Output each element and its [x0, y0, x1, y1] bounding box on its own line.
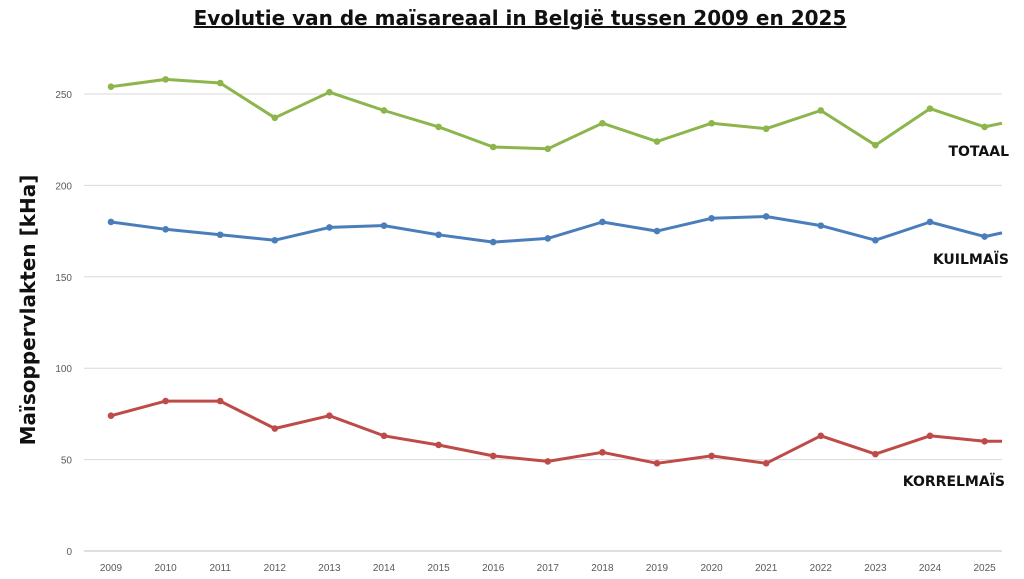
x-tick-2020: 2020 — [700, 563, 723, 574]
x-tick-2014: 2014 — [373, 563, 396, 574]
x-tick-labels: 2009 2010 2011 2012 2013 2014 2015 2016 2017 2018… — [100, 563, 996, 574]
data-point-1-2024 — [926, 218, 934, 226]
data-point-2-2009 — [107, 412, 115, 420]
data-point-2-2015 — [435, 441, 442, 449]
x-tick-2023: 2023 — [864, 563, 887, 574]
data-point-1-2025 — [981, 233, 988, 240]
data-point-0-2024 — [926, 105, 934, 112]
data-point-1-2023 — [872, 236, 879, 244]
data-point-0-2013 — [326, 88, 333, 96]
data-point-1-2010 — [162, 225, 169, 233]
y-tick-100: 100 — [55, 364, 72, 375]
data-point-2-2022 — [817, 432, 825, 440]
x-tick-2009: 2009 — [100, 563, 123, 574]
series-1 — [107, 213, 1003, 246]
x-tick-2017: 2017 — [537, 563, 560, 574]
x-tick-2016: 2016 — [482, 563, 505, 574]
series-lines — [107, 76, 1003, 467]
data-point-0-2017 — [544, 145, 552, 153]
series-2 — [107, 397, 1002, 467]
data-point-1-2022 — [817, 222, 825, 229]
y-tick-50: 50 — [61, 456, 73, 467]
series-0 — [107, 76, 1003, 153]
x-tick-2024: 2024 — [919, 563, 942, 574]
data-point-2-2024 — [926, 432, 934, 440]
data-point-0-2010 — [162, 76, 169, 83]
x-tick-2022: 2022 — [810, 563, 833, 574]
data-point-1-2012 — [271, 236, 279, 244]
data-point-0-2022 — [817, 107, 825, 114]
x-tick-2012: 2012 — [264, 563, 287, 574]
x-tick-2015: 2015 — [427, 563, 450, 574]
data-point-2-2013 — [326, 412, 333, 420]
data-point-1-2017 — [544, 235, 552, 242]
data-point-0-2009 — [107, 83, 115, 90]
y-tick-0: 0 — [66, 547, 72, 558]
data-point-1-2011 — [216, 231, 224, 239]
data-point-0-2018 — [599, 119, 606, 127]
data-point-2-2016 — [489, 452, 497, 460]
data-point-0-2023 — [872, 141, 879, 149]
x-tick-2011: 2011 — [209, 563, 231, 574]
gridlines — [84, 93, 1002, 552]
data-point-1-2020 — [708, 215, 715, 222]
data-point-2-2020 — [708, 452, 715, 460]
data-point-0-2015 — [435, 123, 442, 131]
data-point-2-2012 — [271, 425, 279, 432]
data-point-2-2019 — [653, 459, 661, 467]
series-labels: TOTAAL KUILMAÏS KORRELMAÏS — [903, 144, 1009, 490]
chart-title: Evolutie van de maïsareaal in België tus… — [193, 6, 847, 30]
data-point-2-2014 — [380, 432, 388, 440]
series-label-0: TOTAAL — [948, 144, 1009, 160]
x-tick-2019: 2019 — [646, 563, 669, 574]
series-line-0 — [110, 77, 1003, 151]
series-line-2 — [110, 399, 1002, 465]
series-label-2: KORRELMAÏS — [903, 473, 1005, 490]
data-point-0-2014 — [380, 107, 388, 114]
data-point-1-2019 — [653, 227, 661, 235]
data-point-0-2011 — [216, 79, 224, 87]
data-point-1-2021 — [762, 213, 770, 220]
data-point-2-2021 — [762, 459, 770, 467]
data-point-2-2011 — [216, 397, 224, 405]
y-tick-250: 250 — [55, 90, 72, 101]
data-point-0-2025 — [981, 123, 988, 131]
x-tick-2025: 2025 — [973, 563, 996, 574]
y-tick-200: 200 — [55, 181, 72, 192]
data-point-0-2019 — [653, 138, 661, 145]
data-point-1-2014 — [380, 222, 388, 229]
data-point-1-2016 — [489, 238, 497, 246]
data-point-0-2020 — [708, 119, 715, 127]
y-tick-labels: 0 50 100 150 200 250 — [55, 90, 72, 558]
series-line-1 — [110, 215, 1003, 244]
data-point-1-2013 — [326, 224, 333, 231]
data-point-2-2025 — [981, 438, 988, 445]
x-tick-2018: 2018 — [591, 563, 614, 574]
data-point-2-2018 — [599, 448, 606, 456]
x-tick-2013: 2013 — [318, 563, 341, 574]
series-label-1: KUILMAÏS — [933, 251, 1009, 268]
data-point-0-2012 — [271, 114, 279, 122]
data-point-1-2009 — [107, 218, 115, 226]
data-point-2-2010 — [162, 397, 169, 405]
data-point-1-2018 — [599, 218, 606, 226]
y-tick-150: 150 — [55, 273, 72, 284]
data-point-2-2017 — [544, 458, 552, 465]
data-point-2-2023 — [872, 450, 879, 458]
data-point-1-2015 — [435, 231, 442, 239]
data-point-0-2016 — [489, 143, 497, 151]
x-tick-2010: 2010 — [154, 563, 177, 574]
x-tick-2021: 2021 — [755, 563, 778, 574]
data-point-0-2021 — [762, 125, 770, 133]
